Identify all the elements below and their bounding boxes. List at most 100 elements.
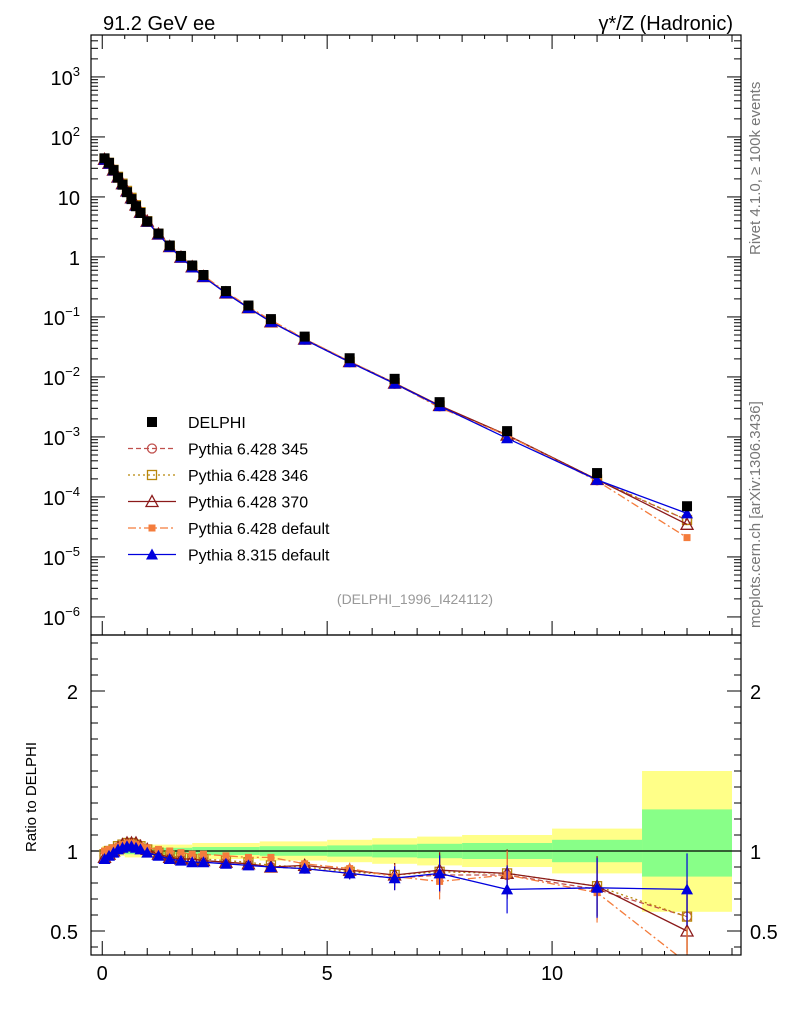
main-point-delphi	[299, 331, 310, 342]
main-point-delphi	[112, 172, 123, 183]
ratio-point-p8def	[141, 846, 154, 858]
main-ytick-label: 10−6	[43, 604, 80, 630]
ratio-point-p8def	[298, 862, 311, 874]
main-point-p8def	[501, 432, 514, 444]
legend-marker-p8def	[146, 548, 158, 560]
main-point-delphi	[153, 228, 164, 239]
ratio-point-p6def	[166, 847, 174, 855]
ratio-xtick-label: 0	[97, 963, 108, 985]
main-ytick-label: 102	[51, 124, 80, 150]
ratio-point-p8def	[242, 859, 255, 871]
ratio-point-p8def	[433, 867, 446, 879]
main-point-delphi	[682, 501, 693, 512]
legend-label-p370: Pythia 6.428 370	[188, 495, 308, 512]
ratio-ytick-label: 0.5	[50, 922, 78, 944]
main-point-p370	[679, 516, 695, 530]
ratio-point-p6def	[222, 852, 230, 860]
main-point-delphi	[220, 286, 231, 297]
ratio-ytick-label: 2	[67, 682, 78, 704]
ratio-point-p8def	[219, 857, 232, 869]
main-ytick-label: 10	[58, 188, 80, 210]
legend-label-p8def: Pythia 8.315 default	[188, 548, 330, 565]
main-point-delphi	[198, 270, 209, 280]
ratio-series-clipped	[97, 835, 695, 955]
ratio-point-p6def	[105, 845, 113, 853]
ratio-series	[97, 835, 695, 955]
ratio-point-p8def	[591, 881, 604, 893]
main-point-delphi	[187, 260, 198, 271]
right-title: γ*/Z (Hadronic)	[599, 13, 733, 35]
ratio-point-p8def	[343, 867, 356, 879]
main-point-p6def	[683, 534, 691, 542]
main-series	[97, 152, 695, 542]
ratio-axis-ticks: 0.5 0.5 1 1 2 2 0 5 10	[50, 642, 778, 985]
main-ytick-label: 103	[51, 64, 80, 90]
main-point-delphi	[344, 353, 355, 364]
ratio-ylabel: Ratio to DELPHI	[23, 742, 40, 852]
main-point-delphi	[243, 300, 254, 311]
main-point-p8def	[681, 507, 694, 519]
ratio-point-p6def	[188, 850, 196, 858]
main-ytick-label: 10−4	[43, 484, 80, 510]
ratio-ytick-label-right: 1	[750, 842, 761, 864]
main-point-p8def	[591, 473, 604, 485]
ratio-point-p6def	[267, 853, 275, 861]
main-point-delphi	[142, 216, 153, 227]
ratio-point-p8def	[681, 883, 694, 895]
legend: DELPHI Pythia 6.428 345 Pythia 6.428 346 Py…	[128, 415, 330, 565]
main-point-delphi	[434, 397, 445, 408]
ratio-point-p6def	[154, 845, 162, 853]
ratio-point-p8def	[197, 856, 210, 868]
ratio-xtick-label: 10	[541, 963, 563, 985]
legend-label-p345: Pythia 6.428 345	[188, 442, 308, 459]
main-point-delphi	[121, 187, 132, 198]
ratio-point-p8def	[388, 872, 401, 884]
main-point-delphi	[502, 426, 513, 437]
ratio-point-p6def	[199, 850, 207, 858]
ratio-point-p8def	[501, 883, 514, 895]
main-point-delphi	[130, 201, 141, 212]
main-ytick-label: 1	[69, 248, 80, 270]
main-ytick-label: 10−3	[43, 424, 80, 450]
legend-marker-p345	[146, 443, 158, 454]
legend-label-p346: Pythia 6.428 346	[188, 468, 308, 485]
legend-label-delphi: DELPHI	[188, 415, 246, 432]
main-point-delphi	[135, 207, 146, 218]
ratio-point-p8def	[186, 856, 199, 868]
main-point-delphi	[164, 240, 175, 251]
legend-marker-delphi	[147, 417, 157, 427]
legend-marker-p370	[144, 494, 160, 508]
left-title: 91.2 GeV ee	[103, 13, 215, 35]
ratio-ytick-label: 1	[67, 842, 78, 864]
main-point-delphi	[103, 157, 114, 168]
main-point-delphi	[117, 179, 128, 190]
ratio-point-p8def	[264, 861, 277, 872]
ratio-ytick-label-right: 2	[750, 682, 761, 704]
main-axis-ticks: 10−6 10−5 10−4 10−3 10−2 10−1 1 10 102 103	[43, 34, 741, 635]
mcplots-label: mcplots.cern.ch [arXiv:1306.3436]	[747, 401, 764, 628]
ratio-point-p8def	[152, 849, 165, 861]
legend-marker-p6def	[148, 524, 156, 532]
main-point-delphi	[108, 165, 119, 176]
main-point-delphi	[175, 250, 186, 261]
main-point-delphi	[592, 468, 603, 479]
ratio-point-p6def	[100, 847, 108, 855]
ratio-plot-frame	[90, 634, 742, 956]
ratio-xtick-label: 5	[322, 963, 333, 985]
main-ytick-label: 10−5	[43, 544, 80, 570]
analysis-watermark: (DELPHI_1996_I424112)	[337, 591, 493, 607]
ratio-ytick-label-right: 0.5	[750, 922, 778, 944]
main-point-delphi	[126, 194, 137, 205]
ratio-point-p8def	[134, 843, 147, 855]
ratio-point-p8def	[174, 854, 187, 866]
main-point-delphi	[265, 314, 276, 325]
legend-marker-p346	[146, 469, 158, 481]
main-ytick-label: 10−2	[43, 364, 80, 390]
rivet-version-label: Rivet 4.1.0, ≥ 100k events	[747, 82, 764, 255]
ratio-point-p8def	[163, 853, 176, 864]
ratio-point-p6def	[177, 849, 185, 857]
main-ytick-label: 10−1	[43, 304, 80, 330]
main-point-delphi	[389, 373, 400, 384]
legend-label-p6def: Pythia 6.428 default	[188, 521, 330, 538]
